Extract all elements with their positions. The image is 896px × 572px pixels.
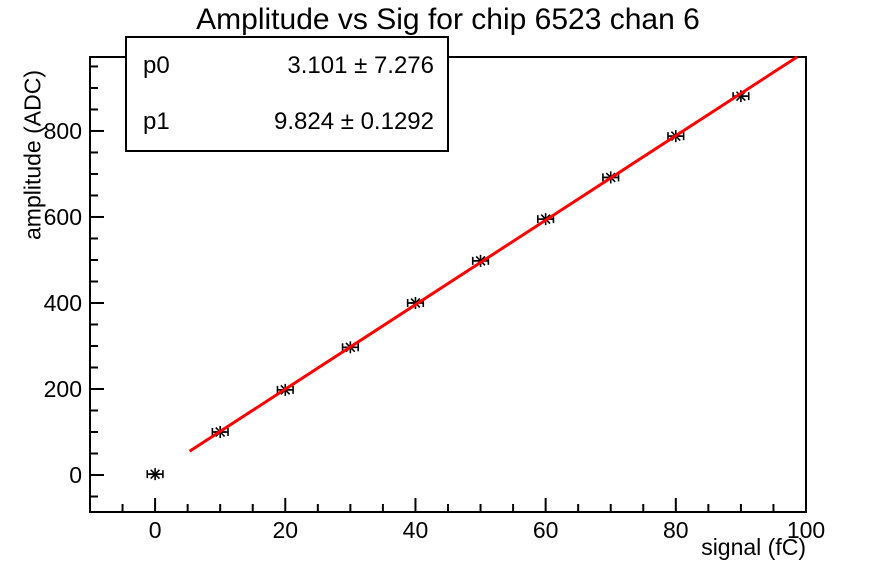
data-point-marker (150, 469, 161, 480)
fit-line (188, 55, 798, 453)
x-tick-label: 100 (787, 517, 825, 543)
y-tick-label: 600 (44, 204, 82, 230)
x-tick-label: 20 (272, 517, 298, 543)
chart-title: Amplitude vs Sig for chip 6523 chan 6 (196, 3, 700, 36)
stat-label-p0: p0 (143, 52, 170, 79)
stat-label-p1: p1 (143, 108, 170, 135)
stats-row-p0: p0 3.101 ± 7.276 (127, 54, 447, 78)
y-tick-label: 200 (44, 376, 82, 402)
stat-value-p0: 3.101 ± 7.276 (287, 52, 434, 79)
stats-row-p1: p1 9.824 ± 0.1292 (127, 110, 447, 134)
x-tick-label: 80 (663, 517, 689, 543)
stat-value-p1: 9.824 ± 0.1292 (274, 108, 434, 135)
x-tick-label: 40 (403, 517, 429, 543)
y-tick-label: 0 (69, 462, 82, 488)
x-axis-title: signal (fC) (701, 534, 806, 560)
x-tick-label: 60 (533, 517, 559, 543)
y-tick-label: 400 (44, 290, 82, 316)
y-tick-label: 800 (44, 118, 82, 144)
x-tick-label: 0 (149, 517, 162, 543)
y-axis-title: amplitude (ADC) (19, 70, 46, 240)
fit-stats-box: p0 3.101 ± 7.276 p1 9.824 ± 0.1292 (125, 36, 449, 152)
